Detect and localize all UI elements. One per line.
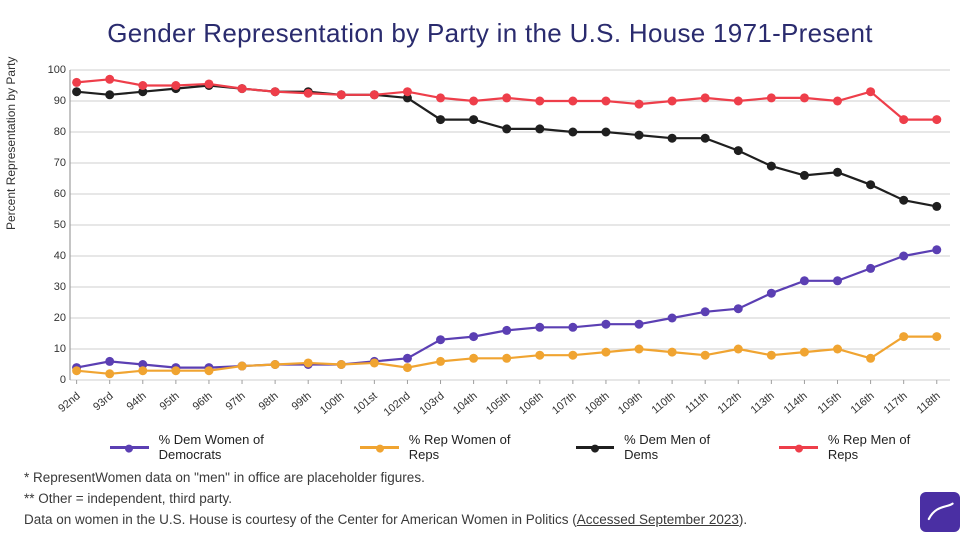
x-tick-label: 107th bbox=[550, 390, 579, 417]
y-tick-label: 10 bbox=[36, 343, 66, 355]
chart-plot-area bbox=[70, 70, 950, 380]
chart-svg bbox=[70, 70, 950, 380]
x-tick-label: 114th bbox=[782, 390, 810, 416]
x-tick-label: 92nd bbox=[56, 390, 82, 415]
y-tick-label: 40 bbox=[36, 250, 66, 262]
y-tick-label: 100 bbox=[36, 64, 66, 76]
legend-label: % Rep Women of Reps bbox=[409, 432, 540, 462]
x-tick-label: 102nd bbox=[382, 390, 413, 419]
x-tick-label: 98th bbox=[257, 390, 281, 413]
x-tick-label: 101st bbox=[352, 390, 380, 416]
legend-label: % Dem Women of Democrats bbox=[159, 432, 325, 462]
footnote-1: * RepresentWomen data on "men" in office… bbox=[24, 468, 747, 489]
y-tick-label: 90 bbox=[36, 95, 66, 107]
footnote-source-suffix: ). bbox=[739, 512, 747, 527]
y-tick-label: 0 bbox=[36, 374, 66, 386]
x-tick-label: 108th bbox=[583, 390, 612, 417]
legend-swatch bbox=[779, 446, 818, 449]
legend-item-rep-men: % Rep Men of Reps bbox=[779, 432, 940, 462]
legend-item-rep-women: % Rep Women of Reps bbox=[360, 432, 539, 462]
x-tick-label: 112th bbox=[716, 390, 744, 416]
y-axis-label: Percent Representation by Party bbox=[4, 57, 18, 230]
x-tick-label: 117th bbox=[881, 390, 909, 416]
x-tick-label: 105th bbox=[484, 390, 513, 417]
x-tick-label: 113th bbox=[749, 390, 777, 416]
legend-swatch bbox=[360, 446, 399, 449]
footnote-2: ** Other = independent, third party. bbox=[24, 489, 747, 510]
chart-title: Gender Representation by Party in the U.… bbox=[0, 18, 980, 49]
x-tick-label: 97th bbox=[224, 390, 248, 413]
legend-item-dem-men: % Dem Men of Dems bbox=[576, 432, 744, 462]
legend-label: % Rep Men of Reps bbox=[828, 432, 940, 462]
footnote-source-link[interactable]: Accessed September 2023 bbox=[577, 512, 739, 527]
footnote-source: Data on women in the U.S. House is court… bbox=[24, 510, 747, 531]
footnote-source-prefix: Data on women in the U.S. House is court… bbox=[24, 512, 577, 527]
x-tick-label: 111th bbox=[683, 390, 711, 416]
legend-swatch bbox=[576, 446, 615, 449]
x-tick-label: 96th bbox=[191, 390, 215, 413]
x-tick-label: 110th bbox=[650, 390, 678, 416]
x-tick-label: 93rd bbox=[91, 390, 116, 413]
y-tick-label: 30 bbox=[36, 281, 66, 293]
legend-label: % Dem Men of Dems bbox=[624, 432, 743, 462]
y-tick-label: 20 bbox=[36, 312, 66, 324]
x-tick-label: 116th bbox=[848, 390, 876, 416]
x-tick-label: 104th bbox=[451, 390, 480, 417]
x-tick-label: 106th bbox=[517, 390, 546, 417]
swoosh-icon bbox=[926, 498, 954, 526]
footnotes: * RepresentWomen data on "men" in office… bbox=[24, 468, 747, 531]
x-tick-label: 118th bbox=[914, 390, 942, 416]
x-tick-label: 100th bbox=[318, 390, 347, 417]
x-tick-label: 103rd bbox=[417, 390, 446, 417]
y-tick-label: 70 bbox=[36, 157, 66, 169]
y-tick-label: 80 bbox=[36, 126, 66, 138]
legend: % Dem Women of Democrats % Rep Women of R… bbox=[110, 432, 940, 462]
x-tick-label: 115th bbox=[815, 390, 843, 416]
x-tick-label: 99th bbox=[290, 390, 314, 413]
x-tick-label: 95th bbox=[157, 390, 181, 413]
x-tick-label: 109th bbox=[616, 390, 645, 417]
legend-swatch bbox=[110, 446, 149, 449]
x-tick-label: 94th bbox=[124, 390, 148, 413]
y-tick-label: 50 bbox=[36, 219, 66, 231]
legend-item-dem-women: % Dem Women of Democrats bbox=[110, 432, 324, 462]
brand-logo bbox=[920, 492, 960, 532]
y-tick-label: 60 bbox=[36, 188, 66, 200]
